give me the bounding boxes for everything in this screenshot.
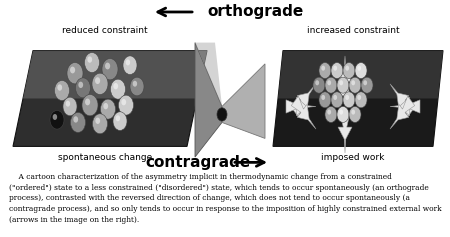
Circle shape xyxy=(337,106,349,123)
Circle shape xyxy=(319,63,331,78)
Circle shape xyxy=(122,99,126,105)
Circle shape xyxy=(113,83,118,89)
Polygon shape xyxy=(222,64,265,138)
Circle shape xyxy=(339,80,343,85)
Circle shape xyxy=(113,112,127,130)
Circle shape xyxy=(351,80,355,85)
Circle shape xyxy=(57,84,62,91)
Circle shape xyxy=(87,56,92,63)
Circle shape xyxy=(331,92,343,108)
Circle shape xyxy=(315,80,319,85)
Circle shape xyxy=(123,56,137,74)
Circle shape xyxy=(339,109,343,115)
Polygon shape xyxy=(338,56,352,96)
Circle shape xyxy=(337,77,349,93)
Polygon shape xyxy=(278,50,443,99)
Circle shape xyxy=(73,116,78,123)
Polygon shape xyxy=(291,84,316,117)
Polygon shape xyxy=(338,113,352,153)
Circle shape xyxy=(351,109,355,115)
Polygon shape xyxy=(390,84,415,117)
Circle shape xyxy=(217,108,227,121)
Circle shape xyxy=(126,59,130,65)
Polygon shape xyxy=(13,50,207,146)
Text: spontaneous change: spontaneous change xyxy=(58,153,152,162)
Circle shape xyxy=(67,63,83,84)
Circle shape xyxy=(102,59,118,80)
Circle shape xyxy=(95,77,100,84)
Circle shape xyxy=(327,109,331,115)
Polygon shape xyxy=(390,96,415,129)
Circle shape xyxy=(361,77,373,93)
Polygon shape xyxy=(286,97,316,116)
Circle shape xyxy=(82,95,98,116)
Circle shape xyxy=(76,78,90,98)
Polygon shape xyxy=(390,97,420,116)
Circle shape xyxy=(50,110,64,129)
Circle shape xyxy=(78,82,83,88)
Text: imposed work: imposed work xyxy=(321,153,385,162)
Polygon shape xyxy=(291,96,316,129)
Text: orthograde: orthograde xyxy=(207,5,303,19)
Circle shape xyxy=(85,53,99,73)
Circle shape xyxy=(70,67,75,73)
Circle shape xyxy=(325,106,337,123)
Circle shape xyxy=(349,106,361,123)
Polygon shape xyxy=(195,43,222,157)
Circle shape xyxy=(118,95,134,115)
Circle shape xyxy=(53,114,57,120)
Circle shape xyxy=(104,103,108,109)
Circle shape xyxy=(116,115,120,121)
Circle shape xyxy=(313,77,325,93)
Circle shape xyxy=(100,99,116,119)
Circle shape xyxy=(85,99,90,105)
Circle shape xyxy=(71,113,86,132)
Circle shape xyxy=(66,101,70,107)
Circle shape xyxy=(343,63,355,78)
Polygon shape xyxy=(23,50,207,99)
Circle shape xyxy=(321,66,325,71)
Circle shape xyxy=(111,79,126,99)
Polygon shape xyxy=(273,50,443,146)
Circle shape xyxy=(54,81,69,100)
Circle shape xyxy=(130,77,144,96)
Circle shape xyxy=(345,95,349,100)
Circle shape xyxy=(355,63,367,78)
Text: increased constraint: increased constraint xyxy=(307,26,399,35)
Circle shape xyxy=(333,95,337,100)
Circle shape xyxy=(327,80,331,85)
Circle shape xyxy=(93,114,108,134)
Circle shape xyxy=(133,81,137,87)
Text: A cartoon characterization of the asymmetry implicit in thermodynamic change fro: A cartoon characterization of the asymme… xyxy=(9,173,441,224)
Circle shape xyxy=(331,63,343,78)
Circle shape xyxy=(357,95,361,100)
Text: reduced constraint: reduced constraint xyxy=(62,26,148,35)
Circle shape xyxy=(357,66,361,71)
Circle shape xyxy=(319,92,331,108)
Circle shape xyxy=(105,63,110,69)
Circle shape xyxy=(343,92,355,108)
Circle shape xyxy=(63,97,77,116)
Circle shape xyxy=(355,92,367,108)
Circle shape xyxy=(363,80,367,85)
Circle shape xyxy=(95,118,100,124)
Polygon shape xyxy=(195,43,222,106)
Circle shape xyxy=(325,77,337,93)
Text: contragrade: contragrade xyxy=(145,155,251,170)
Circle shape xyxy=(333,66,337,71)
Circle shape xyxy=(321,95,325,100)
Circle shape xyxy=(345,66,349,71)
Circle shape xyxy=(349,77,361,93)
Circle shape xyxy=(92,73,108,95)
